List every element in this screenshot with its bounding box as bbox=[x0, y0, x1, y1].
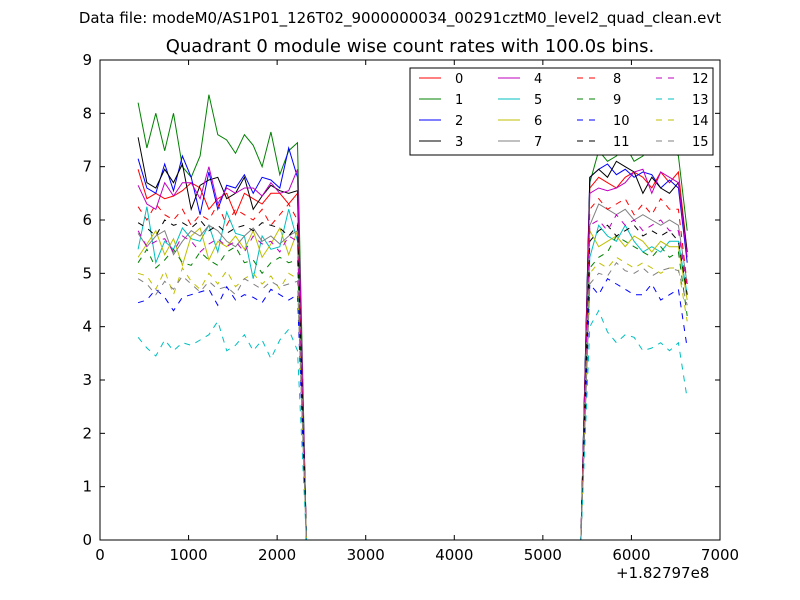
y-tick-label: 6 bbox=[82, 211, 92, 229]
series-line-15 bbox=[137, 261, 688, 541]
legend-label-0: 0 bbox=[455, 72, 463, 87]
y-tick-label: 3 bbox=[82, 371, 92, 389]
y-tick-label: 5 bbox=[82, 264, 92, 282]
series-line-12 bbox=[137, 213, 688, 541]
series-layer bbox=[137, 94, 688, 541]
legend-label-2: 2 bbox=[455, 114, 463, 129]
x-tick-label: 0 bbox=[95, 546, 105, 564]
series-line-5 bbox=[137, 206, 688, 541]
y-tick-label: 9 bbox=[82, 51, 92, 69]
series-line-8 bbox=[137, 197, 688, 541]
series-line-9 bbox=[137, 235, 688, 541]
legend-label-8: 8 bbox=[613, 72, 621, 87]
legend-label-12: 12 bbox=[692, 72, 709, 87]
x-tick-label: 3000 bbox=[347, 546, 385, 564]
legend-label-3: 3 bbox=[455, 135, 463, 150]
chart-title: Quadrant 0 module wise count rates with … bbox=[165, 36, 655, 57]
series-line-11 bbox=[137, 219, 688, 541]
plot-frame bbox=[99, 59, 721, 541]
legend-label-5: 5 bbox=[534, 93, 542, 108]
legend-frame bbox=[409, 67, 714, 156]
legend-label-9: 9 bbox=[613, 93, 621, 108]
series-line-14 bbox=[137, 256, 688, 541]
x-tick-label: 1000 bbox=[169, 546, 207, 564]
y-tick-label: 7 bbox=[82, 158, 92, 176]
legend-label-13: 13 bbox=[692, 93, 709, 108]
legend-label-6: 6 bbox=[534, 114, 542, 129]
series-line-3 bbox=[137, 137, 688, 541]
series-line-0 bbox=[137, 169, 688, 541]
x-tick-label: 2000 bbox=[258, 546, 296, 564]
legend-label-11: 11 bbox=[613, 135, 630, 150]
series-line-4 bbox=[137, 166, 688, 541]
series-line-13 bbox=[137, 309, 688, 541]
x-tick-label: 4000 bbox=[435, 546, 473, 564]
legend-label-1: 1 bbox=[455, 93, 463, 108]
y-tick-label: 8 bbox=[82, 104, 92, 122]
x-axis-offset-label: +1.82797e8 bbox=[616, 564, 710, 582]
series-line-7 bbox=[137, 203, 688, 541]
x-tick-label: 6000 bbox=[612, 546, 650, 564]
x-tick-label: 5000 bbox=[524, 546, 562, 564]
legend-label-4: 4 bbox=[534, 72, 542, 87]
series-line-6 bbox=[137, 226, 688, 541]
y-tick-label: 0 bbox=[82, 531, 92, 549]
legend-label-15: 15 bbox=[692, 135, 709, 150]
legend-label-7: 7 bbox=[534, 135, 542, 150]
legend-label-14: 14 bbox=[692, 114, 709, 129]
y-tick-label: 4 bbox=[82, 318, 92, 336]
series-line-10 bbox=[137, 278, 688, 541]
legend-label-10: 10 bbox=[613, 114, 630, 129]
y-tick-label: 2 bbox=[82, 424, 92, 442]
x-tick-label: 7000 bbox=[701, 546, 739, 564]
series-line-2 bbox=[137, 146, 688, 541]
figure-suptitle: Data file: modeM0/AS1P01_126T02_90000000… bbox=[78, 9, 722, 27]
series-line-1 bbox=[137, 94, 688, 541]
y-tick-label: 1 bbox=[82, 478, 92, 496]
